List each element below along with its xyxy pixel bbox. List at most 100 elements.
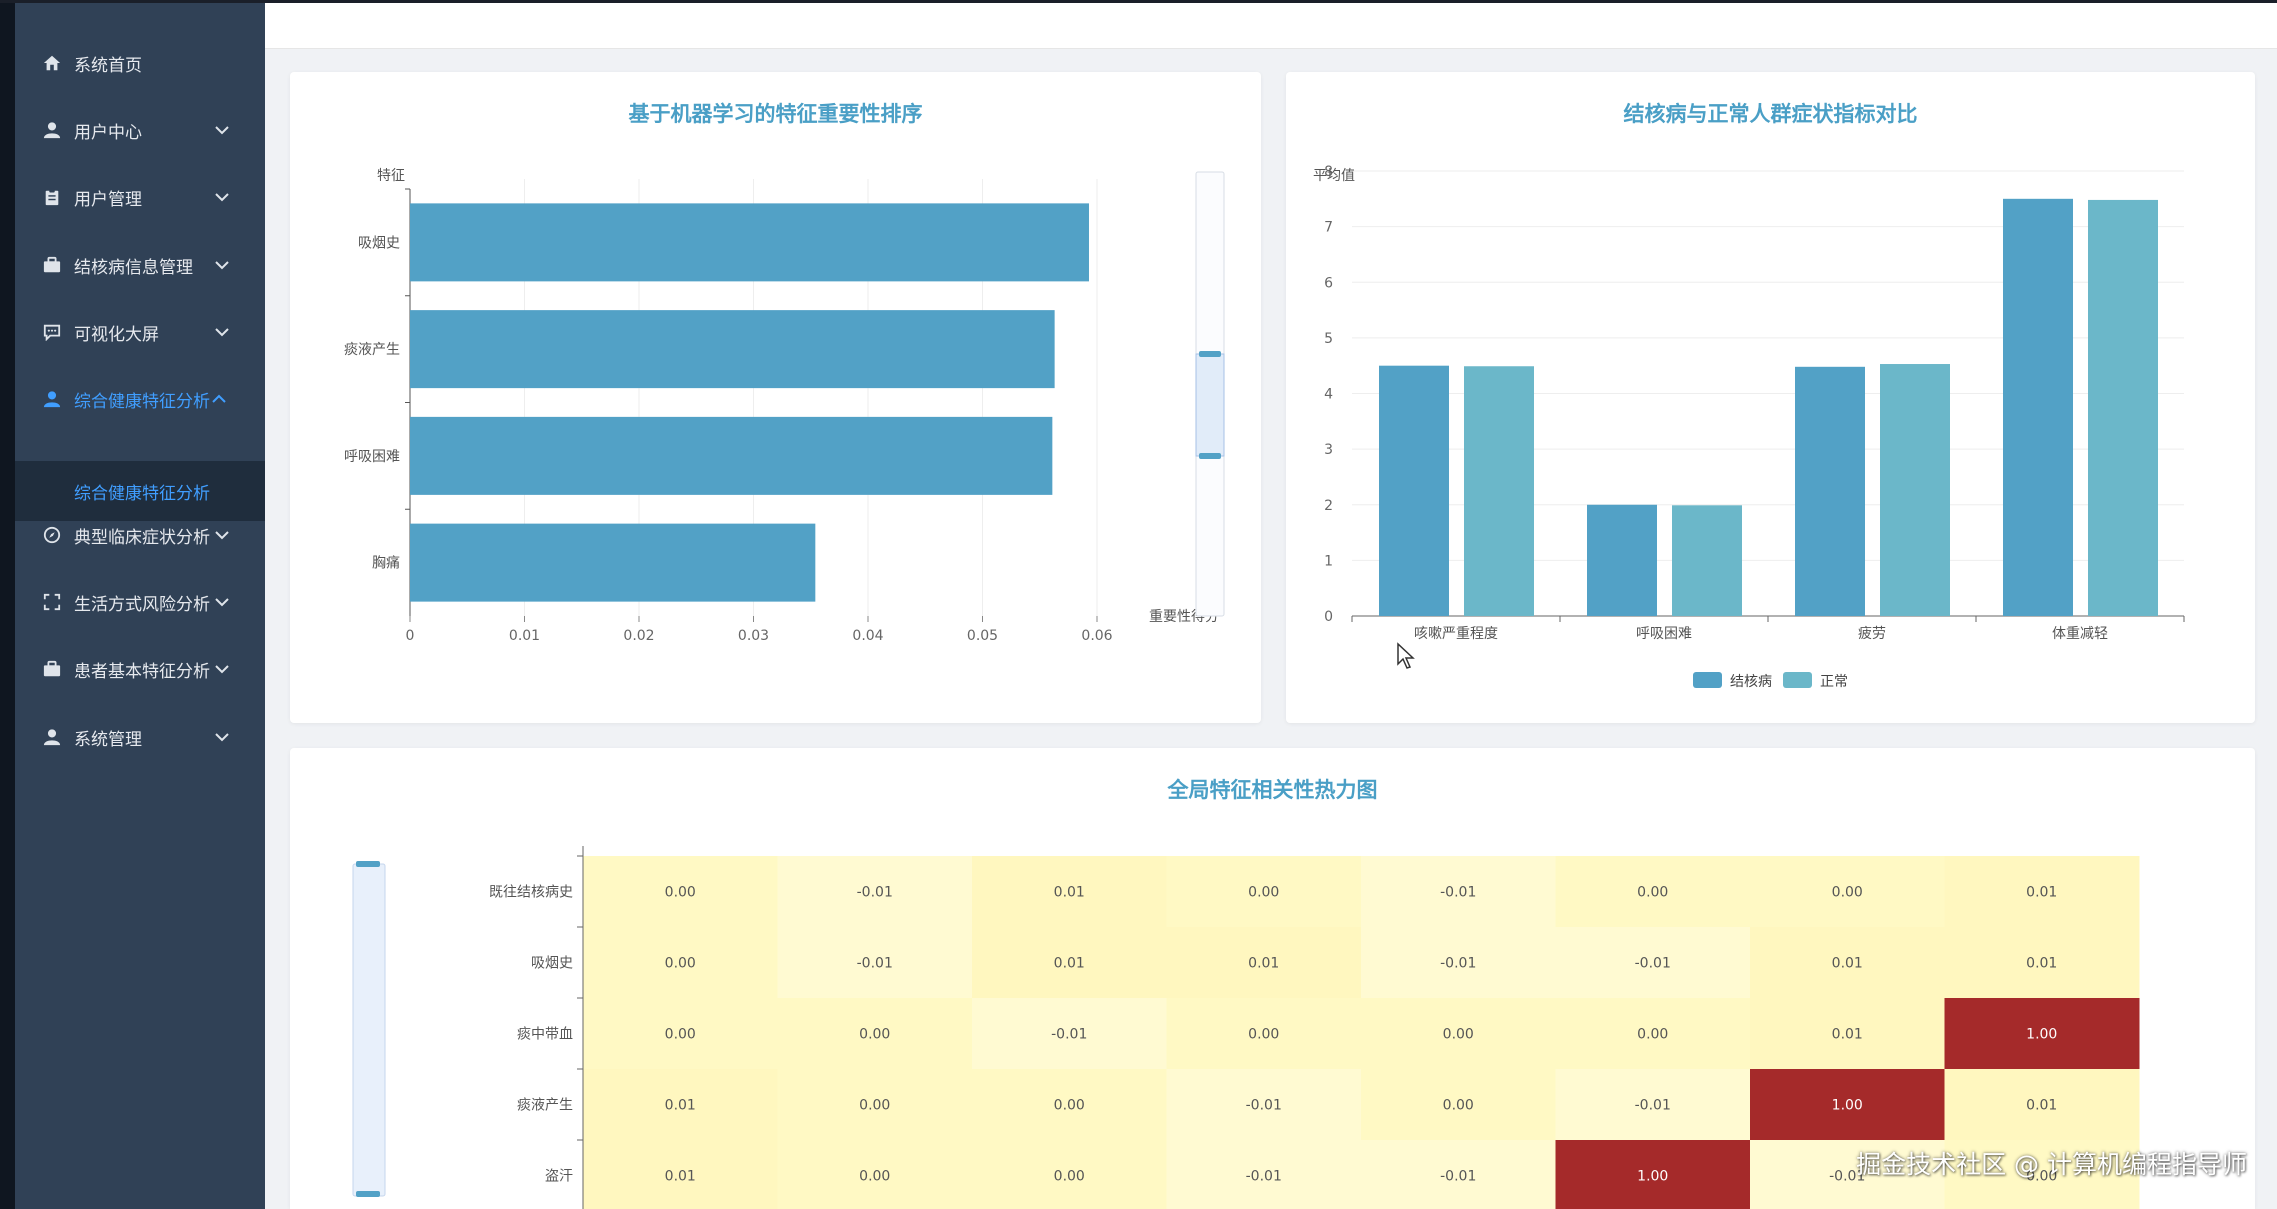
heatmap-cell-label: 0.00: [1832, 885, 1863, 901]
heatmap-cell-label: 0.00: [2026, 1169, 2057, 1185]
heatmap-cell: [972, 856, 1167, 928]
sidebar-item-5[interactable]: 综合健康特征分析: [15, 369, 265, 429]
sidebar-item-7[interactable]: 生活方式风险分析: [15, 572, 265, 632]
legend-label: 正常: [1820, 674, 1848, 690]
x-tick-label: 0.03: [738, 628, 769, 644]
sidebar-item-9[interactable]: 系统管理: [15, 707, 265, 767]
chevron-down-icon: [214, 661, 230, 677]
mouse-cursor-icon: [1397, 642, 1415, 669]
heatmap-cell: [972, 1069, 1167, 1141]
watermark: 掘金技术社区 @ 计算机编程指导师: [1856, 1150, 2247, 1179]
heatmap-cell: [1750, 998, 1945, 1070]
heatmap-cell-label: 0.00: [1443, 1027, 1474, 1043]
y-tick-label: 呼吸困难: [344, 449, 400, 465]
heatmap-cell: [1555, 1140, 1751, 1209]
heatmap-cell: [1555, 998, 1751, 1070]
heatmap-cell: [583, 1140, 778, 1209]
datazoom-handle-top: [356, 861, 380, 867]
user-icon: [42, 389, 62, 409]
sidebar-item-1[interactable]: 用户中心: [15, 100, 265, 160]
compass-icon: [42, 525, 62, 545]
y-tick-label: 6: [1324, 275, 1333, 291]
heatmap-cell-label: 0.00: [1248, 1027, 1279, 1043]
datazoom-handle-top: [1199, 351, 1221, 357]
y-tick-label: 痰液产生: [517, 1098, 573, 1114]
bar: [410, 310, 1055, 389]
chart3-datazoom-slider[interactable]: [352, 861, 386, 1197]
heatmap-cell-label: 1.00: [2026, 1027, 2057, 1043]
sidebar-subitem-active[interactable]: 综合健康特征分析: [15, 461, 265, 521]
bar-1: [1880, 364, 1950, 616]
chevron-down-icon: [214, 324, 230, 340]
sidebar-item-label: 系统首页: [74, 55, 142, 76]
datazoom-handle-bottom: [356, 1191, 380, 1197]
bar: [410, 203, 1089, 282]
y-axis-title: 平均值: [1313, 168, 1355, 184]
heatmap-cell-label: 0.00: [1054, 1098, 1085, 1114]
sidebar-item-label: 可视化大屏: [74, 324, 159, 345]
sidebar-item-label: 生活方式风险分析: [74, 594, 210, 615]
sidebar-item-label: 典型临床症状分析: [74, 527, 210, 548]
sidebar: 系统首页用户中心用户管理结核病信息管理可视化大屏综合健康特征分析典型临床症状分析…: [15, 3, 265, 1209]
heatmap-cell-label: -0.01: [857, 956, 893, 972]
heatmap-cell-label: -0.01: [1635, 956, 1671, 972]
sidebar-item-4[interactable]: 可视化大屏: [15, 302, 265, 362]
sidebar-item-3[interactable]: 结核病信息管理: [15, 235, 265, 295]
datazoom-window: [352, 863, 386, 1197]
heatmap-cell: [583, 927, 778, 999]
heatmap-cell: [1750, 927, 1945, 999]
heatmap-cell: [1166, 1069, 1362, 1141]
heatmap-cell: [1944, 927, 2140, 999]
legend-item[interactable]: 正常: [1783, 672, 1848, 690]
chevron-down-icon: [214, 527, 230, 543]
legend-item[interactable]: 结核病: [1693, 672, 1772, 690]
heatmap-cell-label: 0.00: [859, 1169, 890, 1185]
heatmap-cell-label: 0.01: [665, 1098, 696, 1114]
heatmap-cell: [777, 1140, 973, 1209]
bar-0: [1379, 365, 1449, 616]
bar: [410, 523, 816, 602]
heatmap-cell-label: -0.01: [1829, 1169, 1865, 1185]
datazoom-handle-bottom: [1199, 453, 1221, 459]
clipboard-icon: [42, 187, 62, 207]
correlation-heatmap-chart: 0.00 -0.01 0.01 0.00 -0.01 0.00 0.00 0.01 既往结核病史…: [352, 846, 2140, 1209]
heatmap-cell: [777, 927, 973, 999]
correlation-heatmap-card: 全局特征相关性热力图 0.00 -0.01 0.01 0.00 -0.01 0.00 0.0…: [290, 748, 2255, 1209]
sidebar-item-6[interactable]: 典型临床症状分析: [15, 505, 265, 565]
x-tick-label: 0.05: [967, 628, 998, 644]
heatmap-cell: [583, 1069, 778, 1141]
feature-importance-card: 基于机器学习的特征重要性排序 0 0.01 0.02 0.03 0.04 0.05 0.06…: [290, 72, 1261, 723]
correlation-heatmap-title: 全局特征相关性热力图: [1167, 778, 1378, 802]
heatmap-cell-label: 0.00: [859, 1098, 890, 1114]
heatmap-cell: [777, 856, 973, 928]
datazoom-window: [1195, 353, 1225, 457]
heatmap-cell-label: 1.00: [1637, 1169, 1668, 1185]
heatmap-cell-label: -0.01: [1246, 1098, 1282, 1114]
heatmap-cell-label: -0.01: [1635, 1098, 1671, 1114]
heatmap-cell-label: -0.01: [1051, 1027, 1087, 1043]
home-icon: [42, 53, 62, 73]
legend-swatch: [1693, 672, 1722, 688]
heatmap-cell-label: 0.01: [2026, 956, 2057, 972]
bar-1: [1672, 505, 1742, 616]
symptom-comparison-card: 结核病与正常人群症状指标对比 0 1 2 3 4 5 6 7 8 平均值 咳嗽严重程度 呼吸困难 疲劳 体…: [1286, 72, 2255, 723]
heatmap-cell: [777, 1069, 973, 1141]
user-icon: [42, 727, 62, 747]
heatmap-cell-label: -0.01: [1440, 956, 1476, 972]
feature-importance-title: 基于机器学习的特征重要性排序: [628, 102, 923, 126]
y-tick-label: 2: [1324, 498, 1333, 514]
chart3-plot: 0.00 -0.01 0.01 0.00 -0.01 0.00 0.00 0.01 既往结核病史…: [489, 846, 2140, 1209]
heatmap-cell: [1750, 1140, 1945, 1209]
heatmap-cell: [1361, 856, 1556, 928]
y-tick-label: 5: [1324, 331, 1333, 347]
sidebar-item-2[interactable]: 用户管理: [15, 167, 265, 227]
heatmap-cell-label: 0.00: [1054, 1169, 1085, 1185]
sidebar-item-0[interactable]: 系统首页: [15, 33, 265, 93]
legend-label: 结核病: [1730, 674, 1772, 690]
chart1-datazoom-slider[interactable]: [1195, 171, 1225, 617]
heatmap-cell: [1750, 1069, 1945, 1141]
heatmap-cell-label: 0.00: [1637, 1027, 1668, 1043]
sidebar-item-8[interactable]: 患者基本特征分析: [15, 639, 265, 699]
